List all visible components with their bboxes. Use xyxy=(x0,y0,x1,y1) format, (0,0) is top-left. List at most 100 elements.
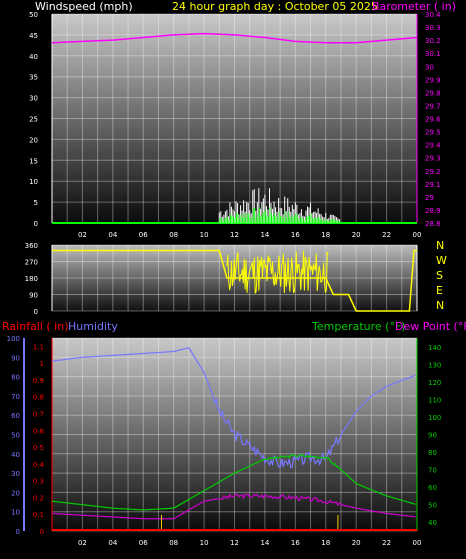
x-tick-top: 06 xyxy=(139,231,148,239)
temp-y-tick: 100 xyxy=(428,414,441,422)
direction-y-tick: 180 xyxy=(25,275,38,283)
x-tick-bottom: 12 xyxy=(230,539,239,547)
wind-y-tick: 5 xyxy=(34,199,38,207)
temp-y-tick: 50 xyxy=(428,502,437,510)
humidity-y-tick: 80 xyxy=(11,374,20,382)
x-tick-bottom: 08 xyxy=(169,539,178,547)
x-tick-bottom: 22 xyxy=(382,539,391,547)
x-tick-top: 04 xyxy=(108,231,117,239)
x-tick-top: 08 xyxy=(169,231,178,239)
series-layer xyxy=(51,32,418,531)
direction-scatter-line xyxy=(226,250,329,295)
rain-y-tick: 0.4 xyxy=(33,461,45,469)
rainfall-label: Rainfall ( in) xyxy=(2,320,69,333)
barometer-y-tick: 29.4 xyxy=(425,142,441,150)
barometer-y-tick: 29.2 xyxy=(425,168,441,176)
x-tick-bottom: 18 xyxy=(321,539,330,547)
wind-y-tick: 20 xyxy=(29,136,38,144)
barometer-line xyxy=(51,32,418,44)
rain-y-tick: 0.7 xyxy=(33,411,44,419)
wind-y-tick: 0 xyxy=(34,220,38,228)
x-tick-top: 14 xyxy=(260,231,269,239)
x-tick-bottom: 06 xyxy=(139,539,148,547)
x-tick-top: 00 xyxy=(413,231,422,239)
x-tick-top: 12 xyxy=(230,231,239,239)
dewpoint-label: Dew Point (°F) xyxy=(395,320,466,333)
direction-label-s: S xyxy=(436,269,443,282)
wind-y-tick: 15 xyxy=(29,157,38,165)
wind-y-tick: 25 xyxy=(29,116,38,124)
humidity-y-tick: 40 xyxy=(11,451,20,459)
wind-y-tick: 30 xyxy=(29,95,38,103)
temp-y-tick: 120 xyxy=(428,379,441,387)
x-tick-bottom: 02 xyxy=(78,539,87,547)
x-tick-top: 18 xyxy=(321,231,330,239)
temp-y-tick: 110 xyxy=(428,396,441,404)
chart-title: 24 hour graph day : October 05 2025 xyxy=(172,0,378,13)
humidity-y-tick: 70 xyxy=(11,393,20,401)
barometer-y-tick: 30.3 xyxy=(425,24,441,32)
barometer-y-tick: 29.9 xyxy=(425,76,441,84)
barometer-y-tick: 30 xyxy=(425,63,434,71)
x-tick-bottom: 10 xyxy=(200,539,209,547)
rain-y-tick: 0.1 xyxy=(33,511,44,519)
direction-label-w: W xyxy=(436,254,447,267)
x-tick-top: 22 xyxy=(382,231,391,239)
x-tick-top: 20 xyxy=(352,231,361,239)
barometer-label: Barometer ( in) xyxy=(372,0,456,13)
humidity-y-tick: 60 xyxy=(11,412,20,420)
barometer-y-tick: 30.4 xyxy=(425,11,441,19)
x-tick-bottom: 16 xyxy=(291,539,300,547)
temp-y-tick: 40 xyxy=(428,519,437,527)
rain-y-tick: 0.6 xyxy=(33,427,45,435)
x-tick-bottom: 04 xyxy=(108,539,117,547)
wind-y-tick: 50 xyxy=(29,11,38,19)
direction-y-tick: 0 xyxy=(34,308,38,316)
temp-y-tick: 60 xyxy=(428,484,437,492)
x-tick-bottom: 14 xyxy=(260,539,269,547)
wind-y-tick: 35 xyxy=(29,74,38,82)
humidity-y-tick: 50 xyxy=(11,432,20,440)
rain-y-tick: 0.2 xyxy=(33,494,44,502)
axes-layer: 0510152025303540455028.828.92929.129.229… xyxy=(7,11,442,547)
wind-y-tick: 10 xyxy=(29,178,38,186)
temp-y-tick: 70 xyxy=(428,467,437,475)
wind-panel-background xyxy=(52,14,417,223)
direction-y-tick: 90 xyxy=(29,292,38,300)
rain-y-tick: 0.3 xyxy=(33,478,44,486)
direction-label-e: E xyxy=(436,284,443,297)
humidity-line xyxy=(51,346,416,469)
temperature-line xyxy=(51,454,416,511)
rain-y-tick: 0.9 xyxy=(33,377,44,385)
rain-y-tick: 0.8 xyxy=(33,394,44,402)
dewpoint-line xyxy=(51,493,416,520)
barometer-y-tick: 29.1 xyxy=(425,181,441,189)
rain-y-tick: 1.1 xyxy=(33,343,44,351)
barometer-y-tick: 29.3 xyxy=(425,155,441,163)
humidity-label: Humidity xyxy=(68,320,118,333)
humidity-y-tick: 0 xyxy=(16,528,20,536)
humidity-y-tick: 30 xyxy=(11,470,20,478)
direction-line xyxy=(52,249,417,312)
direction-label-n-top: N xyxy=(436,239,444,252)
humidity-y-tick: 100 xyxy=(7,335,20,343)
x-tick-top: 10 xyxy=(200,231,209,239)
rain-y-tick: 0 xyxy=(40,528,44,536)
temp-y-tick: 90 xyxy=(428,432,437,440)
rain-y-tick: 0.5 xyxy=(33,444,44,452)
temperature-label: Temperature (°F) xyxy=(311,320,406,333)
wind-y-tick: 45 xyxy=(29,32,38,40)
wind-y-tick: 40 xyxy=(29,53,38,61)
barometer-y-tick: 28.9 xyxy=(425,207,441,215)
barometer-y-tick: 29.6 xyxy=(425,116,441,124)
x-tick-top: 02 xyxy=(78,231,87,239)
humidity-y-tick: 20 xyxy=(11,489,20,497)
barometer-y-tick: 29 xyxy=(425,194,434,202)
rain-y-tick: 1 xyxy=(40,360,44,368)
humidity-y-tick: 90 xyxy=(11,354,20,362)
barometer-y-tick: 29.8 xyxy=(425,89,441,97)
barometer-y-tick: 29.7 xyxy=(425,102,441,110)
temp-y-tick: 130 xyxy=(428,361,441,369)
direction-y-tick: 270 xyxy=(25,259,38,267)
